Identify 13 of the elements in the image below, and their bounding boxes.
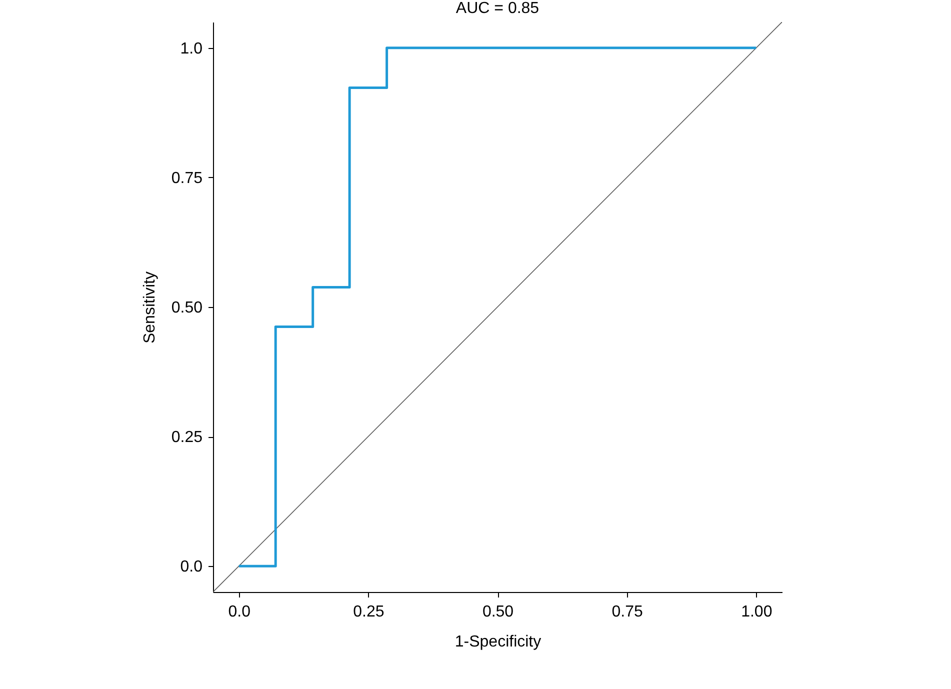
y-tick-label: 1.0	[180, 40, 203, 58]
x-axis-title: 1-Specificity	[454, 634, 542, 650]
y-axis-title: Sensitivity	[141, 271, 158, 344]
y-tick-label: 0.75	[171, 170, 203, 187]
y-tick-label: 0.25	[171, 429, 203, 446]
y-tick-label: 0.0	[180, 558, 203, 576]
x-tick-label: 0.50	[482, 604, 514, 620]
x-tick-label: 0.25	[353, 604, 384, 620]
x-tick-label: 0.0	[228, 604, 251, 620]
chart-title: AUC = 0.85	[456, 0, 540, 17]
x-tick-label: 1.00	[741, 604, 772, 620]
y-tick-label: 0.50	[171, 300, 203, 316]
x-tick-label: 0.75	[612, 604, 643, 620]
